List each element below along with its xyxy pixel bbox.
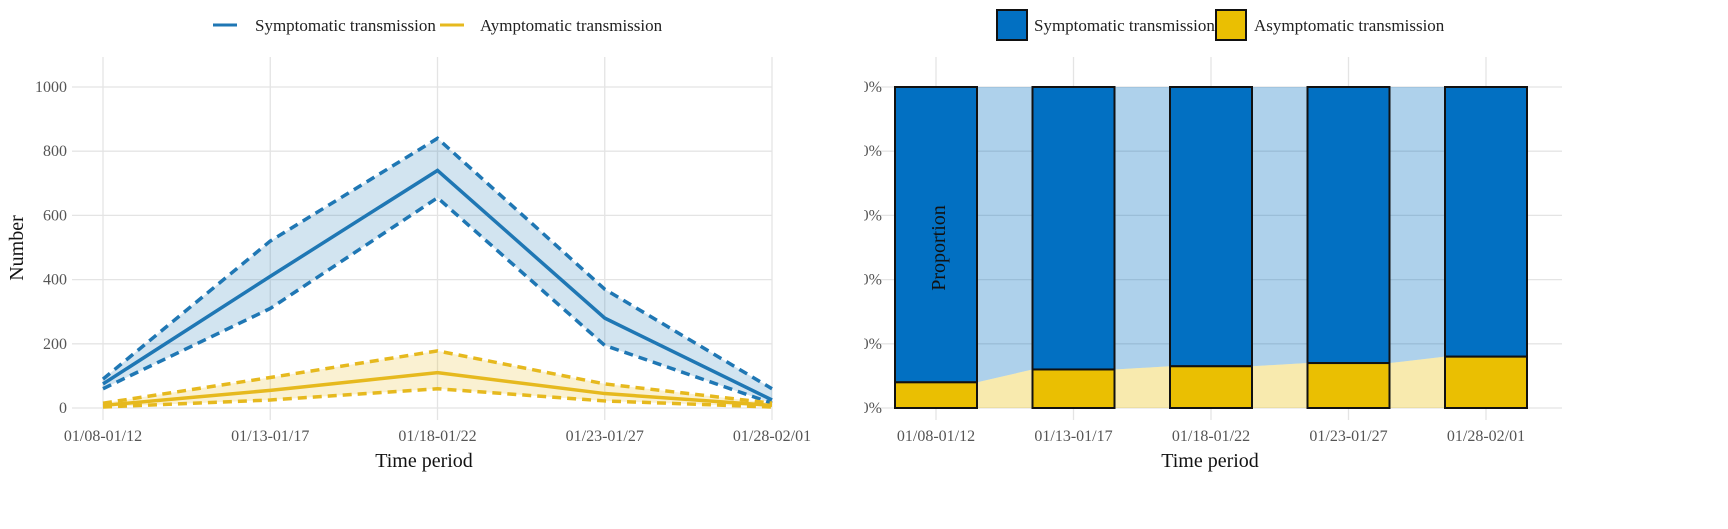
x-axis-title: Time period — [375, 450, 473, 472]
lower-bound-line — [102, 195, 773, 405]
y-axis-title: Number — [6, 215, 28, 281]
legend-label-asymptomatic: Aymptomatic transmission — [480, 16, 663, 35]
grid — [72, 57, 773, 420]
bar-symptomatic — [1169, 86, 1253, 368]
y-tick-label: 0 — [59, 400, 67, 417]
bar-symptomatic — [1444, 86, 1528, 358]
x-tick-label: 01/08-01/12 — [64, 428, 142, 445]
bar-symptomatic — [1306, 86, 1391, 365]
series-line — [102, 168, 773, 402]
y-tick-label: 20% — [864, 336, 882, 353]
bar-asymptomatic — [1306, 362, 1391, 409]
x-tick-label: 01/08-01/12 — [897, 428, 975, 445]
legend: Symptomatic transmission Asymptomatic tr… — [996, 9, 1445, 41]
series-lines — [101, 136, 773, 409]
bar-symptomatic — [1031, 86, 1116, 371]
y-tick-labels: 0% 20% 40% 60% 80% 100% — [864, 79, 882, 417]
x-tick-label: 01/23-01/27 — [566, 428, 644, 445]
x-tick-label: 01/23-01/27 — [1309, 428, 1387, 445]
x-tick-label: 01/28-02/01 — [733, 428, 811, 445]
y-tick-label: 600 — [43, 207, 67, 224]
x-axis-title: Time period — [1161, 450, 1259, 472]
legend-label-asymptomatic: Asymptomatic transmission — [1254, 16, 1445, 35]
legend-swatch-asymptomatic — [1215, 9, 1247, 41]
y-tick-labels: 0 200 400 600 800 1000 — [35, 79, 67, 417]
x-tick-label: 01/18-01/22 — [1172, 428, 1250, 445]
bar-symptomatic — [894, 86, 978, 384]
bar-asymptomatic — [1031, 368, 1116, 410]
bar-asymptomatic — [894, 381, 978, 410]
legend: Symptomatic transmission Aymptomatic tra… — [213, 16, 663, 35]
line-chart: Symptomatic transmission Aymptomatic tra… — [6, 16, 811, 472]
lower-bound-line — [102, 386, 773, 409]
y-axis-title: Proportion — [928, 205, 950, 291]
y-tick-label: 80% — [864, 143, 882, 160]
legend-swatch-symptomatic — [996, 9, 1028, 41]
y-tick-label: 100% — [864, 79, 882, 96]
legend-label-symptomatic: Symptomatic transmission — [1034, 16, 1215, 35]
x-tick-labels: 01/08-01/12 01/13-01/17 01/18-01/22 01/23-0… — [64, 428, 811, 445]
series-line — [102, 370, 773, 408]
confidence-band — [103, 138, 772, 404]
bars — [894, 86, 1528, 410]
stacked-bar-chart: Symptomatic transmission Asymptomatic tr… — [864, 9, 1562, 472]
x-tick-label: 01/18-01/22 — [398, 428, 476, 445]
y-tick-label: 200 — [43, 336, 67, 353]
upper-bound-line — [101, 136, 773, 391]
y-tick-label: 400 — [43, 272, 67, 289]
y-tick-label: 1000 — [35, 79, 67, 96]
y-tick-label: 0% — [864, 400, 882, 417]
bar-asymptomatic — [1444, 355, 1528, 410]
y-tick-label: 40% — [864, 272, 882, 289]
x-tick-label: 01/13-01/17 — [1034, 428, 1112, 445]
bar-asymptomatic — [1169, 365, 1253, 409]
upper-bound-line — [102, 349, 773, 405]
y-tick-label: 60% — [864, 207, 882, 224]
x-tick-label: 01/28-02/01 — [1447, 428, 1525, 445]
legend-label-symptomatic: Symptomatic transmission — [255, 16, 436, 35]
x-tick-label: 01/13-01/17 — [231, 428, 309, 445]
x-tick-labels: 01/08-01/12 01/13-01/17 01/18-01/22 01/23-0… — [897, 428, 1525, 445]
y-tick-label: 800 — [43, 143, 67, 160]
